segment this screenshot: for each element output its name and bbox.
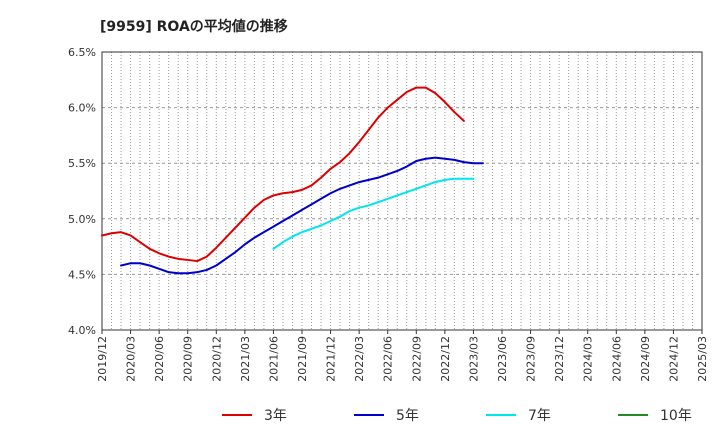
x-tick-label: 2024/12 [667, 336, 680, 382]
x-tick-label: 2020/12 [210, 336, 223, 382]
x-tick-label: 2025/03 [696, 336, 709, 382]
series-line-1 [101, 86, 465, 263]
y-tick-label: 4.5% [68, 268, 96, 281]
x-tick-label: 2020/09 [182, 336, 195, 382]
plot-frame [101, 51, 703, 331]
legend: 3年 5年 7年 10年 [222, 408, 692, 424]
x-tick-label: 2024/03 [582, 336, 595, 382]
y-tick-label: 5.0% [68, 213, 96, 226]
series-line-3 [272, 177, 475, 250]
legend-label: 7年 [528, 408, 551, 424]
x-tick-label: 2022/03 [353, 336, 366, 382]
legend-label: 10年 [660, 408, 692, 424]
x-tick-label: 2024/09 [639, 336, 652, 382]
series-layer [101, 86, 484, 275]
legend-label: 5年 [396, 408, 419, 424]
x-tick-label: 2021/12 [325, 336, 338, 382]
grid-layer [102, 52, 702, 330]
x-tick-label: 2020/03 [125, 336, 138, 382]
x-tick-label: 2023/09 [525, 336, 538, 382]
x-tick-label: 2023/03 [467, 336, 480, 382]
y-tick-label: 6.0% [68, 102, 96, 115]
series-line-2 [120, 156, 484, 275]
x-tick-label: 2021/09 [296, 336, 309, 382]
x-tick-label: 2024/06 [610, 336, 623, 382]
x-tick-label: 2022/06 [382, 336, 395, 382]
x-tick-label: 2023/12 [553, 336, 566, 382]
y-tick-label: 4.0% [68, 324, 96, 337]
x-tick-label: 2022/09 [410, 336, 423, 382]
chart-title: [9959] ROAの平均値の推移 [100, 18, 288, 35]
x-tick-label: 2022/12 [439, 336, 452, 382]
x-tick-label: 2020/06 [153, 336, 166, 382]
x-tick-label: 2023/06 [496, 336, 509, 382]
axis-layer: 4.0% 4.5% 5.0% 5.5% 6.0% 6.5% 2019/12 2020/03 20… [68, 46, 709, 382]
x-tick-label: 2021/06 [267, 336, 280, 382]
y-tick-label: 6.5% [68, 46, 96, 59]
x-tick-label: 2019/12 [96, 336, 109, 382]
x-tick-label: 2021/03 [239, 336, 252, 382]
legend-label: 3年 [264, 408, 287, 424]
y-tick-label: 5.5% [68, 157, 96, 170]
